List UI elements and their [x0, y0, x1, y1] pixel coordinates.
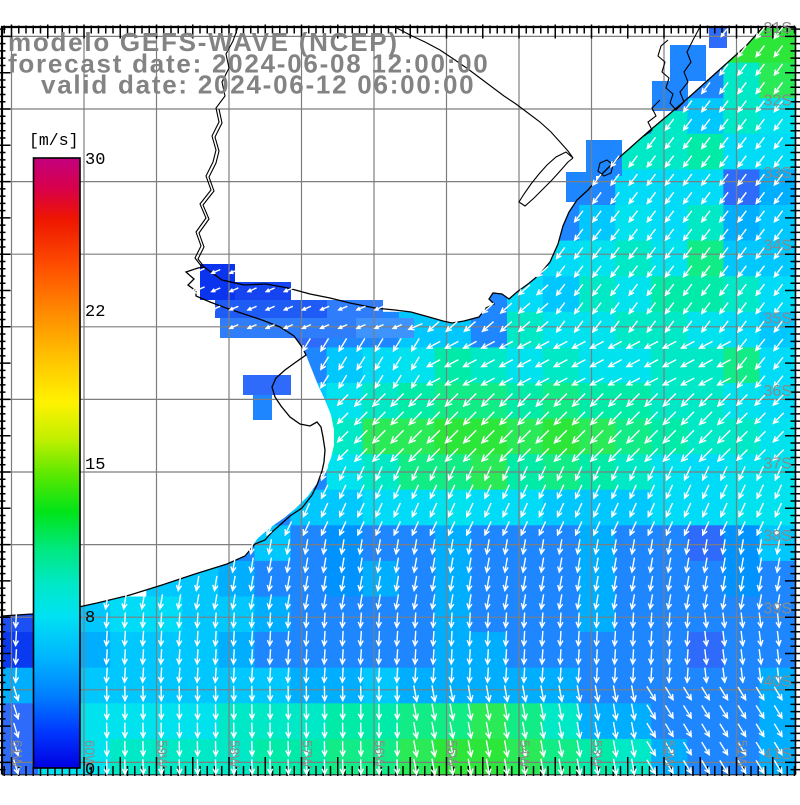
svg-text:30: 30 [85, 151, 105, 170]
svg-text:53W: 53W [590, 740, 605, 768]
svg-text:39S: 39S [764, 601, 792, 618]
svg-text:38S: 38S [764, 528, 792, 545]
svg-text:32S: 32S [764, 93, 792, 110]
svg-text:57W: 57W [300, 740, 315, 768]
svg-text:51W: 51W [735, 740, 750, 768]
svg-text:31S: 31S [764, 20, 792, 37]
svg-text:22: 22 [85, 303, 105, 322]
svg-text:41S: 41S [764, 746, 792, 763]
svg-text:37S: 37S [764, 456, 792, 473]
svg-text:8: 8 [85, 609, 95, 628]
svg-text:valid date: 2024-06-12 06:00:0: valid date: 2024-06-12 06:00:00 [41, 70, 475, 100]
svg-text:60W: 60W [82, 740, 97, 768]
svg-text:59W: 59W [155, 740, 170, 768]
svg-text:modelo GEFS-WAVE (NCEP): modelo GEFS-WAVE (NCEP) [8, 27, 399, 57]
svg-text:58W: 58W [227, 740, 242, 768]
svg-text:33S: 33S [764, 165, 792, 182]
svg-text:[m/s]: [m/s] [29, 131, 79, 150]
svg-text:55W: 55W [445, 740, 460, 768]
svg-text:61W: 61W [10, 740, 25, 768]
svg-text:40S: 40S [764, 673, 792, 690]
svg-text:52W: 52W [662, 740, 677, 768]
svg-text:35S: 35S [764, 310, 792, 327]
svg-text:34S: 34S [764, 238, 792, 255]
svg-text:36S: 36S [764, 383, 792, 400]
svg-text:56W: 56W [372, 740, 387, 768]
svg-text:forecast date: 2024-06-08 12:0: forecast date: 2024-06-08 12:00:00 [8, 49, 490, 79]
svg-text:0: 0 [85, 761, 95, 780]
svg-text:15: 15 [85, 456, 105, 475]
svg-text:54W: 54W [517, 740, 532, 768]
